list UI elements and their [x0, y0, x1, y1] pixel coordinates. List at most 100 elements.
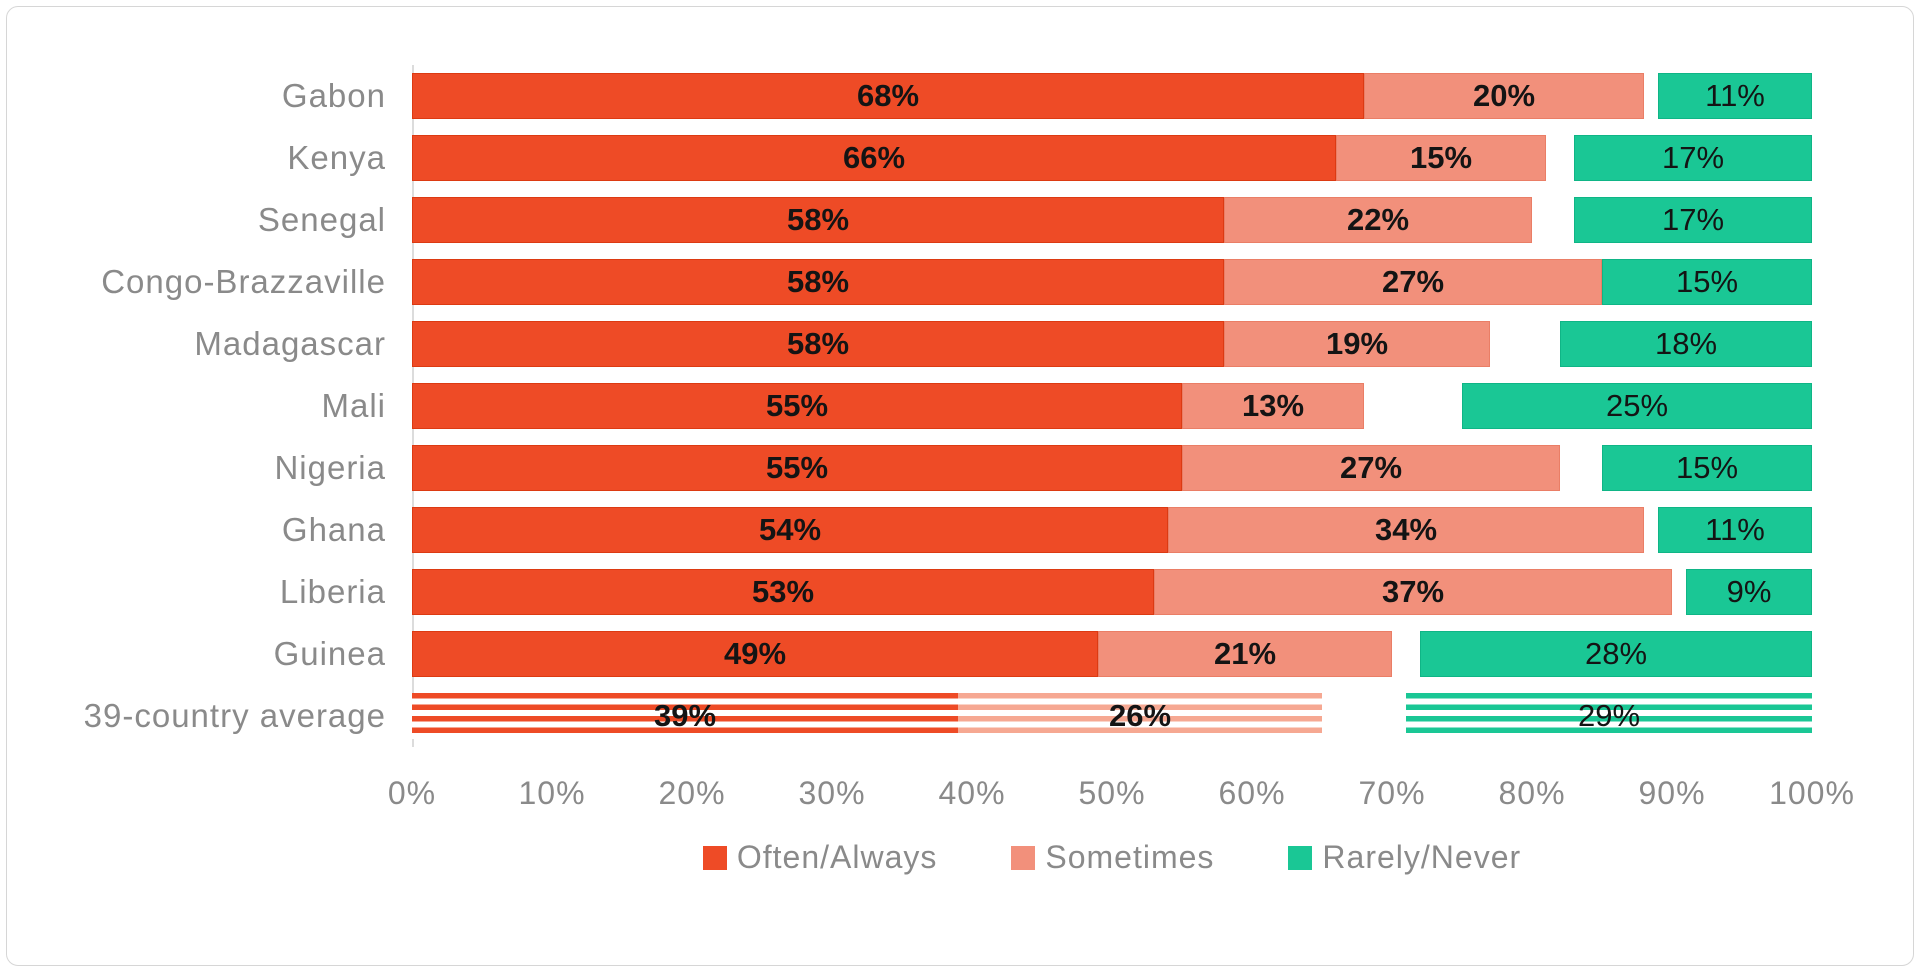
bar-segment-sometimes	[1098, 631, 1392, 677]
x-axis-tick-label: 60%	[1218, 775, 1286, 811]
x-axis-tick-label: 90%	[1638, 775, 1706, 811]
bar-segment-sometimes	[1364, 73, 1644, 119]
bar-segment-often-always	[412, 321, 1224, 367]
x-axis-tick-label: 50%	[1078, 775, 1146, 811]
bar-value-label: 55%	[765, 388, 829, 423]
bar-segment-sometimes	[1154, 569, 1672, 615]
bar-value-label: 58%	[786, 264, 850, 299]
x-axis-tick-label: 20%	[658, 775, 726, 811]
bar-segment-often-always	[412, 135, 1336, 181]
bar-track: 49% 21% 28%	[412, 631, 1812, 677]
bar-segment-often-always	[412, 507, 1168, 553]
bar-value-label: 15%	[1675, 264, 1739, 299]
bar-segment-sometimes	[1224, 259, 1602, 305]
chart-row: Congo-Brazzaville 58% 27% 15%	[7, 251, 1913, 313]
category-label: Gabon	[281, 77, 386, 114]
bar-segment-sometimes	[1336, 135, 1546, 181]
bar-segment-rarely-never	[1602, 259, 1812, 305]
bar-segment-rarely-never	[1686, 569, 1812, 615]
bar-value-label: 54%	[758, 512, 822, 547]
bar-value-label: 68%	[856, 78, 920, 113]
chart-row: 39-country average 39% 26% 29%	[7, 685, 1913, 747]
bar-value-label: 19%	[1325, 326, 1389, 361]
bar-value-label: 58%	[786, 326, 850, 361]
chart-row: Madagascar 58% 19% 18%	[7, 313, 1913, 375]
legend-swatch-sometimes	[1011, 845, 1036, 870]
bar-value-label: 15%	[1675, 450, 1739, 485]
bar-segment-often-always	[412, 383, 1182, 429]
bar-segment-rarely-never	[1602, 445, 1812, 491]
bar-value-label: 13%	[1241, 388, 1305, 423]
chart-row: Senegal 58% 22% 17%	[7, 189, 1913, 251]
category-label: Madagascar	[194, 325, 386, 362]
legend-swatch-rarely-never	[1288, 845, 1313, 870]
x-axis: 0% 10% 20% 30% 40% 50% 60% 70% 80% 90% 100%	[388, 761, 1854, 823]
bar-value-label: 34%	[1374, 512, 1438, 547]
bar-segment-rarely-never	[1406, 693, 1812, 739]
bar-segment-sometimes	[1182, 383, 1364, 429]
bar-segment-rarely-never	[1560, 321, 1812, 367]
category-label: Ghana	[281, 511, 386, 548]
bar-segment-rarely-never	[1574, 135, 1812, 181]
chart-legend: Often/Always Sometimes Rarely/Never	[412, 839, 1812, 876]
bar-value-label: 25%	[1605, 388, 1669, 423]
bar-segment-rarely-never	[1462, 383, 1812, 429]
bar-value-label: 9%	[1726, 574, 1772, 609]
bar-value-label: 28%	[1584, 636, 1648, 671]
x-axis-tick-label: 80%	[1498, 775, 1566, 811]
bar-value-label: 58%	[786, 202, 850, 237]
bar-track: 58% 27% 15%	[412, 259, 1812, 305]
chart-row: Mali 55% 13% 25%	[7, 375, 1913, 437]
category-label: 39-country average	[83, 697, 386, 734]
bar-segment-often-always	[412, 197, 1224, 243]
bar-value-label: 53%	[751, 574, 815, 609]
bar-segment-rarely-never	[1658, 73, 1812, 119]
chart-row: Guinea 49% 21% 28%	[7, 623, 1913, 685]
bar-track: 55% 13% 25%	[412, 383, 1812, 429]
bar-track: 68% 20% 11%	[412, 73, 1812, 119]
legend-item-often-always: Often/Always	[702, 839, 938, 876]
category-label: Nigeria	[274, 449, 386, 486]
bar-value-label: 11%	[1705, 78, 1765, 113]
bar-segment-sometimes	[1182, 445, 1560, 491]
bar-value-label: 22%	[1346, 202, 1410, 237]
chart-row: Kenya 66% 15% 17%	[7, 127, 1913, 189]
bar-value-label: 26%	[1108, 698, 1172, 733]
x-axis-tick-label: 70%	[1358, 775, 1426, 811]
bar-track: 39% 26% 29%	[412, 693, 1812, 739]
category-label: Liberia	[279, 573, 386, 610]
bar-segment-often-always	[412, 445, 1182, 491]
chart-row: Nigeria 55% 27% 15%	[7, 437, 1913, 499]
legend-label: Sometimes	[1045, 839, 1215, 875]
bar-track: 54% 34% 11%	[412, 507, 1812, 553]
chart-row: Liberia 53% 37% 9%	[7, 561, 1913, 623]
legend-label: Rarely/Never	[1322, 839, 1522, 875]
bar-track: 55% 27% 15%	[412, 445, 1812, 491]
bar-track: 53% 37% 9%	[412, 569, 1812, 615]
bar-value-label: 17%	[1661, 202, 1725, 237]
legend-item-sometimes: Sometimes	[1011, 839, 1214, 876]
bar-segment-sometimes	[958, 693, 1322, 739]
bar-value-label: 27%	[1381, 264, 1445, 299]
x-axis-tick-label: 100%	[1769, 775, 1855, 811]
bar-segment-often-always	[412, 693, 958, 739]
bar-value-label: 55%	[765, 450, 829, 485]
bar-value-label: 21%	[1213, 636, 1277, 671]
x-axis-tick-label: 10%	[518, 775, 586, 811]
bar-track: 58% 19% 18%	[412, 321, 1812, 367]
bar-segment-often-always	[412, 73, 1364, 119]
bar-value-label: 39%	[653, 698, 717, 733]
bar-track: 58% 22% 17%	[412, 197, 1812, 243]
category-label: Senegal	[257, 201, 386, 238]
category-label: Guinea	[273, 635, 386, 672]
bar-segment-sometimes	[1224, 197, 1532, 243]
bar-value-label: 20%	[1472, 78, 1536, 113]
x-axis-tick-label: 30%	[798, 775, 866, 811]
bar-segment-often-always	[412, 569, 1154, 615]
category-label: Congo-Brazzaville	[101, 263, 386, 300]
legend-swatch-often-always	[702, 845, 727, 870]
bar-value-label: 37%	[1381, 574, 1445, 609]
bar-track: 66% 15% 17%	[412, 135, 1812, 181]
bar-value-label: 15%	[1409, 140, 1473, 175]
bar-segment-rarely-never	[1420, 631, 1812, 677]
